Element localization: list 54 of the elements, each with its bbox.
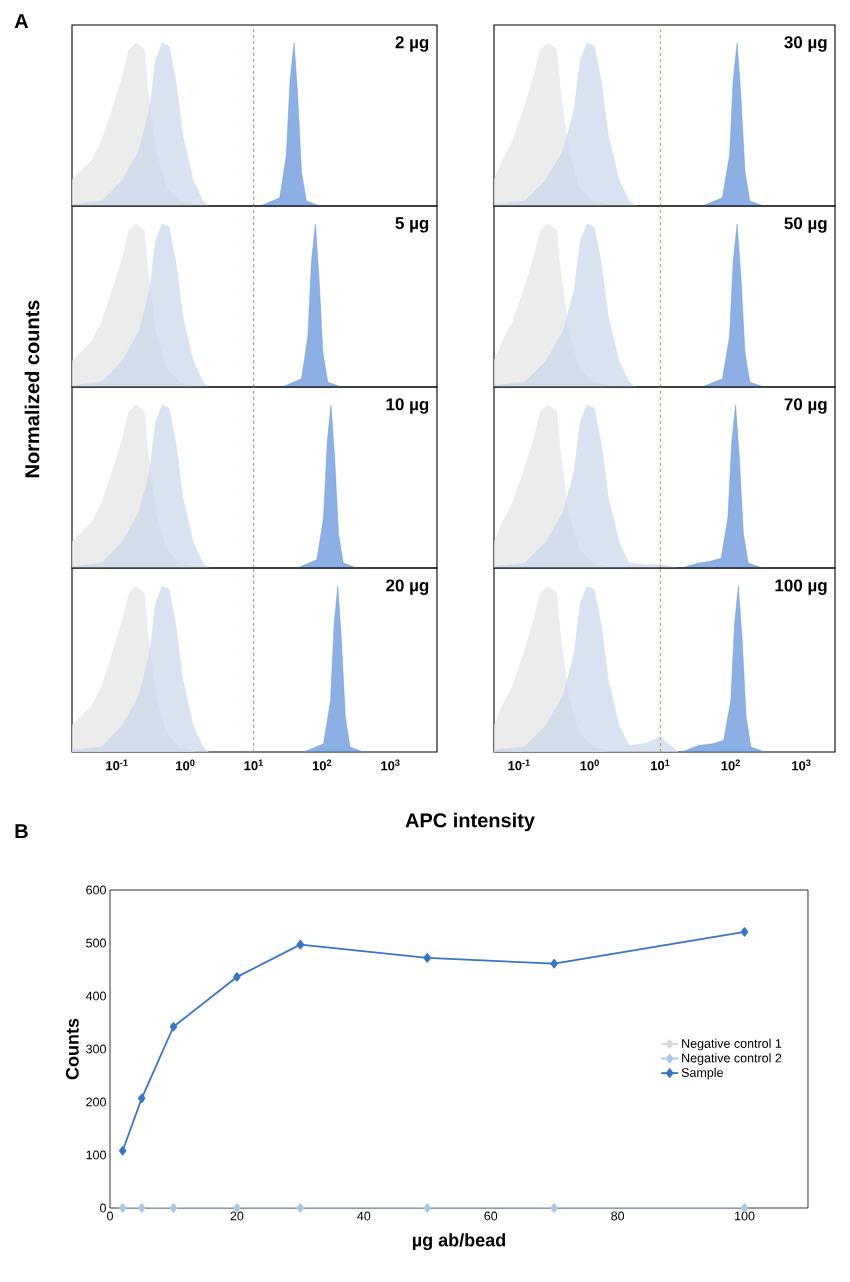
y-tick-label: 600 [86, 885, 106, 895]
annotation: 5 µg [395, 217, 429, 233]
x-tick-label: 10$^{2}$ [312, 759, 332, 771]
point [137, 1203, 146, 1213]
x-tick-label: 20 [230, 1211, 244, 1221]
chart-title: A [14, 14, 29, 29]
y-tick-label: 400 [85, 991, 106, 1001]
annotation: 10 µg [386, 398, 429, 414]
y-tick-label: 500 [86, 938, 106, 948]
annotation: 50 µg [784, 217, 827, 233]
x-axis-title: APC intensity [405, 812, 535, 832]
point [423, 953, 432, 963]
x-axis-title: µg ab/bead [412, 1233, 505, 1251]
x-tick-label: 10$^{-1}$ [508, 759, 530, 771]
x-tick-label: 60 [484, 1211, 498, 1221]
y-tick-label: 100 [86, 1150, 106, 1160]
point [296, 1203, 305, 1213]
legend-label: Negative control 1 [682, 1038, 782, 1051]
annotation: 2 µg [395, 36, 429, 52]
point [169, 1203, 178, 1213]
annotation: 20 µg [386, 579, 429, 595]
annotation: 100 µg [775, 579, 827, 595]
point [740, 927, 749, 937]
y-axis-title: Normalized counts [24, 300, 40, 478]
y-tick-label: 300 [86, 1044, 106, 1054]
point [550, 958, 558, 969]
legend-label: Negative control 2 [682, 1053, 782, 1065]
point [137, 1093, 146, 1103]
x-tick-label: 10$^{0}$ [580, 759, 599, 771]
annotation: 70 µg [784, 398, 827, 414]
x-tick-label: 10$^{0}$ [176, 759, 195, 771]
annotation: 30 µg [784, 36, 827, 52]
y-tick-label: 200 [86, 1097, 106, 1107]
x-tick-label: 10$^{2}$ [721, 759, 740, 771]
x-tick-label: 10$^{3}$ [792, 759, 811, 771]
point [296, 939, 305, 950]
point [233, 972, 241, 982]
x-tick-label: 10$^{3}$ [381, 759, 400, 771]
x-tick-label: 10$^{1}$ [651, 759, 670, 771]
x-tick-label: 40 [357, 1211, 371, 1221]
x-tick-label: 10$^{-1}$ [106, 759, 128, 771]
point [423, 1203, 432, 1213]
legend-label: Sample [681, 1067, 723, 1080]
point [169, 1022, 178, 1032]
chart-title: B [15, 824, 28, 839]
x-tick-label: 80 [611, 1211, 625, 1221]
x-tick-label: 0 [107, 1211, 113, 1221]
point [550, 1203, 558, 1213]
y-tick-label: 0 [100, 1203, 106, 1213]
x-tick-label: 10$^{1}$ [244, 759, 263, 771]
x-tick-label: 100 [735, 1211, 755, 1221]
point [118, 1203, 127, 1213]
point [118, 1146, 127, 1156]
y-axis-title: Counts [65, 1018, 79, 1080]
